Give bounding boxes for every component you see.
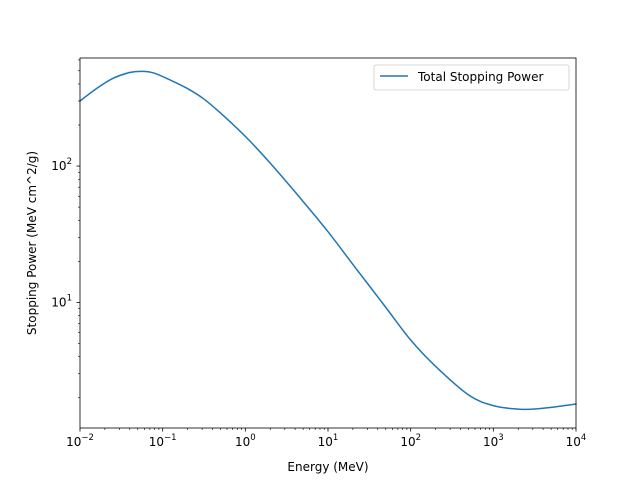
plot-area <box>79 70 577 411</box>
legend-box <box>373 64 570 91</box>
legend-entry-label: Total Stopping Power <box>417 70 543 84</box>
y-axis-label: Stopping Power (MeV cm^2/g) <box>25 151 39 335</box>
x-axis-label: Energy (MeV) <box>287 460 368 474</box>
series-line-0 <box>79 70 577 411</box>
legend: Total Stopping Power <box>373 64 570 91</box>
